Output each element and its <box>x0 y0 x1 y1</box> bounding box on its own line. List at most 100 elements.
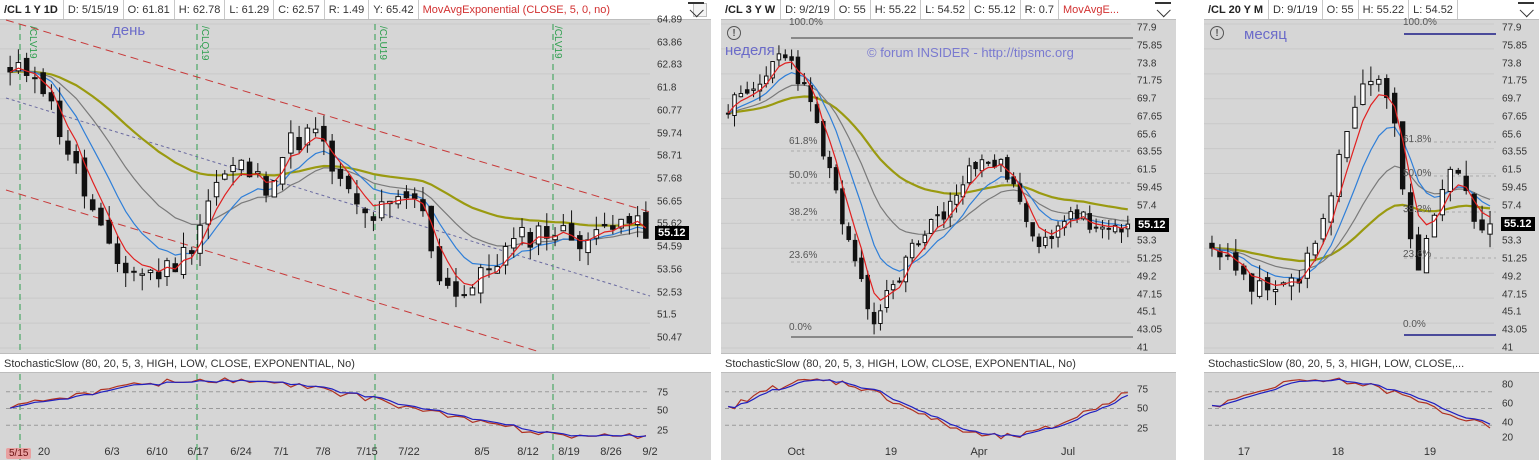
collapse-icon[interactable] <box>688 2 704 18</box>
channel-upper-line <box>5 19 651 213</box>
price-axis-label: 63.55 <box>1137 146 1163 158</box>
stochastic-axis-label: 25 <box>657 425 669 437</box>
time-axis-label: 7/15 <box>356 446 378 458</box>
candle-body <box>986 161 991 164</box>
candle-body <box>1407 192 1414 240</box>
chart-panel-monthly[interactable]: /CL 20 Y M D: 9/1/19 O: 55 H: 55.22 L: 5… <box>1204 0 1539 460</box>
candle-body <box>601 224 608 227</box>
candle-body <box>362 208 368 214</box>
ema-long-line <box>1211 203 1491 263</box>
price-axis-label: 51.25 <box>1502 253 1528 265</box>
candle-body <box>271 180 278 198</box>
stochastic-title[interactable]: StochasticSlow (80, 20, 5, 3, HIGH, LOW,… <box>721 353 1176 373</box>
candle-body <box>65 140 71 155</box>
stochastic-title[interactable]: StochasticSlow (80, 20, 5, 3, HIGH, LOW,… <box>1204 353 1539 373</box>
ema-mid-line <box>1211 126 1491 280</box>
price-axis-label: 60.77 <box>657 105 683 117</box>
symbol-label[interactable]: /CL 20 Y M <box>1204 0 1270 19</box>
price-axis-label: 73.8 <box>1502 58 1522 70</box>
close-value: C: 62.57 <box>274 0 325 19</box>
candle-body <box>1344 131 1350 159</box>
candle-body <box>345 175 352 190</box>
candle-body <box>593 229 600 239</box>
candle-body <box>486 268 492 271</box>
candle-body <box>188 250 195 254</box>
candle-body <box>884 290 890 309</box>
contract-marker: /CLV19 <box>552 26 563 59</box>
candle-body <box>246 161 253 178</box>
candle-body <box>922 234 928 244</box>
price-axis-label: 57.4 <box>1502 200 1522 212</box>
candle-body <box>81 157 88 197</box>
collapse-icon[interactable] <box>1155 2 1171 18</box>
date-value: D: 9/2/19 <box>781 0 835 19</box>
collapse-icon[interactable] <box>1518 2 1534 18</box>
price-axis-label: 62.83 <box>657 59 683 71</box>
candle-body <box>263 176 269 196</box>
time-axis-label: 8/26 <box>600 446 622 458</box>
symbol-label[interactable]: /CL 1 Y 1D <box>0 0 64 19</box>
fibonacci-label: 61.8% <box>1403 134 1432 145</box>
time-axis-label: 18 <box>1331 446 1345 458</box>
candle-body <box>106 219 112 244</box>
time-axis-label: 6/24 <box>230 446 252 458</box>
candle-body <box>928 218 934 234</box>
time-axis[interactable]: 20 6/3 6/10 6/17 6/24 7/1 7/8 7/15 7/22 8/5 8/12 8/… <box>0 444 711 460</box>
price-axis-label: 50.47 <box>657 332 683 344</box>
time-axis-label: Apr <box>970 446 988 458</box>
candle-body <box>610 225 616 230</box>
stochastic-axis-label: 50 <box>657 405 669 417</box>
price-axis-label: 73.8 <box>1137 58 1157 70</box>
range-value: R: 1.49 <box>325 0 370 19</box>
stochastic-title[interactable]: StochasticSlow (80, 20, 5, 3, HIGH, LOW,… <box>0 353 711 373</box>
stochastic-axis-label: 75 <box>657 387 669 399</box>
candle-body <box>205 200 212 225</box>
candle-body <box>329 140 335 172</box>
candle-body <box>1272 288 1279 293</box>
time-axis[interactable]: Oct 19 Apr Jul <box>721 444 1176 460</box>
chart-panel-daily[interactable]: /CL 1 Y 1D D: 5/15/19 O: 61.81 H: 62.78 … <box>0 0 711 460</box>
alert-icon[interactable]: ! <box>727 26 741 40</box>
candle-body <box>1036 236 1042 247</box>
candle-body <box>789 56 794 61</box>
candle-body <box>222 173 228 180</box>
candle-body <box>865 274 870 310</box>
candle-body <box>1399 121 1406 190</box>
alert-icon[interactable]: ! <box>1210 26 1224 40</box>
candle-body <box>1043 236 1048 247</box>
price-axis-label: 65.6 <box>1137 129 1157 141</box>
high-value: H: 62.78 <box>175 0 226 19</box>
symbol-label[interactable]: /CL 3 Y W <box>721 0 782 19</box>
candle-body <box>89 199 96 211</box>
time-axis-label: 9/2 <box>642 446 658 458</box>
candle-body <box>535 225 542 245</box>
candle-body <box>1081 211 1086 220</box>
candle-body <box>1384 78 1390 99</box>
candle-body <box>312 128 319 134</box>
candle-body <box>979 159 985 172</box>
candle-body <box>1068 211 1073 220</box>
time-axis-label: 8/12 <box>517 446 539 458</box>
price-axis-label: 47.15 <box>1137 289 1163 301</box>
price-axis-label: 58.71 <box>657 150 683 162</box>
price-axis-label: 56.65 <box>657 196 683 208</box>
stochastic-axis-label: 40 <box>1502 417 1514 429</box>
chart-panel-weekly[interactable]: /CL 3 Y W D: 9/2/19 O: 55 H: 55.22 L: 54… <box>721 0 1176 460</box>
candle-body <box>1320 218 1326 240</box>
candle-body <box>1017 183 1023 202</box>
candle-body <box>147 269 154 274</box>
candle-body <box>859 257 864 280</box>
date-value: D: 5/15/19 <box>64 0 124 19</box>
candle-body <box>403 191 410 199</box>
candle-body <box>966 165 972 184</box>
candle-body <box>444 277 451 286</box>
candle-body <box>973 161 978 170</box>
candle-body <box>1074 209 1080 219</box>
candle-body <box>15 62 22 72</box>
price-axis-label: 47.15 <box>1502 289 1528 301</box>
price-axis-label: 75.85 <box>1502 40 1528 52</box>
candle-body <box>552 235 558 241</box>
time-axis[interactable]: 17 18 19 <box>1204 444 1539 460</box>
contract-marker: /CLU19 <box>377 26 388 60</box>
last-price-tag: 55.12 <box>1501 217 1535 231</box>
